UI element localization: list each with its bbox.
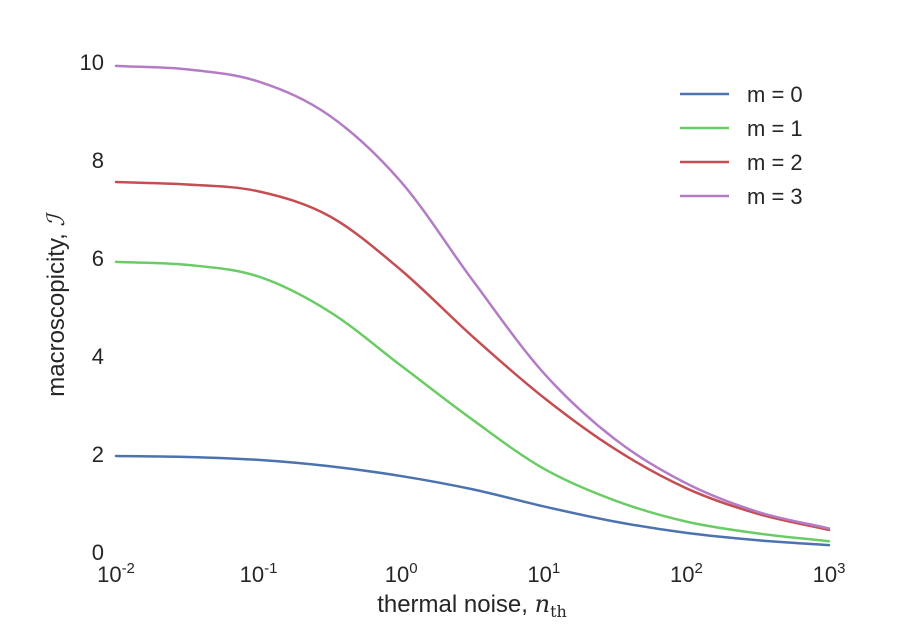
y-tick-label: 6 [92,246,104,271]
y-axis-label: macroscopicity, ℐ [42,212,70,397]
y-tick-label: 8 [92,148,104,173]
y-tick-label: 10 [80,50,104,75]
series-line-m0 [114,454,831,547]
y-tick-label: 4 [92,344,104,369]
legend-label: m = 3 [747,184,803,209]
x-tick-labels: 10-2 10-1 100 101 102 103 [97,560,845,587]
x-axis-label: thermal noise, nth [377,590,567,621]
series-lines [114,64,831,547]
y-tick-labels: 0 2 4 6 8 10 [80,50,104,565]
legend-label: m = 1 [747,116,803,141]
y-axis-label-math: ℐ [42,212,70,227]
series-line-m3 [114,64,831,530]
x-tick-label: 102 [670,560,703,587]
x-axis-label-math: n [535,590,550,618]
series-line-m1 [114,260,831,543]
series-line-m2 [114,180,831,532]
legend: m = 0 m = 1 m = 2 m = 3 [680,82,803,209]
x-tick-label: 100 [385,560,418,587]
legend-label: m = 0 [747,82,803,107]
legend-label: m = 2 [747,150,803,175]
x-tick-label: 101 [527,560,560,587]
x-tick-label: 103 [813,560,846,587]
y-tick-label: 0 [92,540,104,565]
x-tick-label: 10-2 [97,560,135,587]
x-tick-label: 10-1 [240,560,278,587]
y-tick-label: 2 [92,442,104,467]
x-axis-label-sub: th [550,602,567,621]
